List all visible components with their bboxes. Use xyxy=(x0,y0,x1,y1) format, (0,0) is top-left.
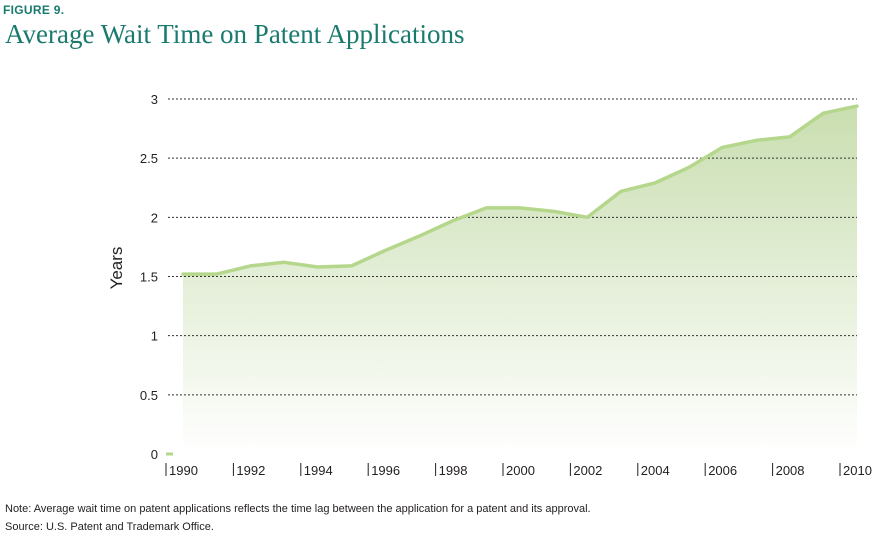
x-tick-label: 1998 xyxy=(439,463,468,478)
x-tick-label: 2004 xyxy=(641,463,670,478)
chart-source: Source: U.S. Patent and Trademark Office… xyxy=(5,521,214,533)
y-tick-label: 1.5 xyxy=(140,270,158,285)
x-tick-label: 1996 xyxy=(371,463,400,478)
series-line xyxy=(181,104,859,276)
x-tick-label: 2000 xyxy=(506,463,535,478)
x-tick-label: 1994 xyxy=(304,463,333,478)
y-tick-label: 3 xyxy=(151,92,158,107)
x-tick-label: 1990 xyxy=(169,463,198,478)
x-tick-label: 2006 xyxy=(708,463,737,478)
x-tick-label: 2002 xyxy=(573,463,602,478)
y-tick-label: 0 xyxy=(151,447,158,462)
chart-note: Note: Average wait time on patent applic… xyxy=(5,503,591,515)
y-tick-label: 0.5 xyxy=(140,388,158,403)
x-tick-label: 2008 xyxy=(776,463,805,478)
y-tick-label: 2.5 xyxy=(140,151,158,166)
y-tick-label: 1 xyxy=(151,329,158,344)
x-tick-label: 1992 xyxy=(236,463,265,478)
chart-title: Average Wait Time on Patent Applications xyxy=(5,19,465,49)
series-area xyxy=(183,106,857,454)
y-axis-label: Years xyxy=(107,247,126,290)
y-tick-label: 2 xyxy=(151,210,158,225)
x-tick-label: 2010 xyxy=(843,463,872,478)
figure-label: FIGURE 9. xyxy=(3,3,65,17)
